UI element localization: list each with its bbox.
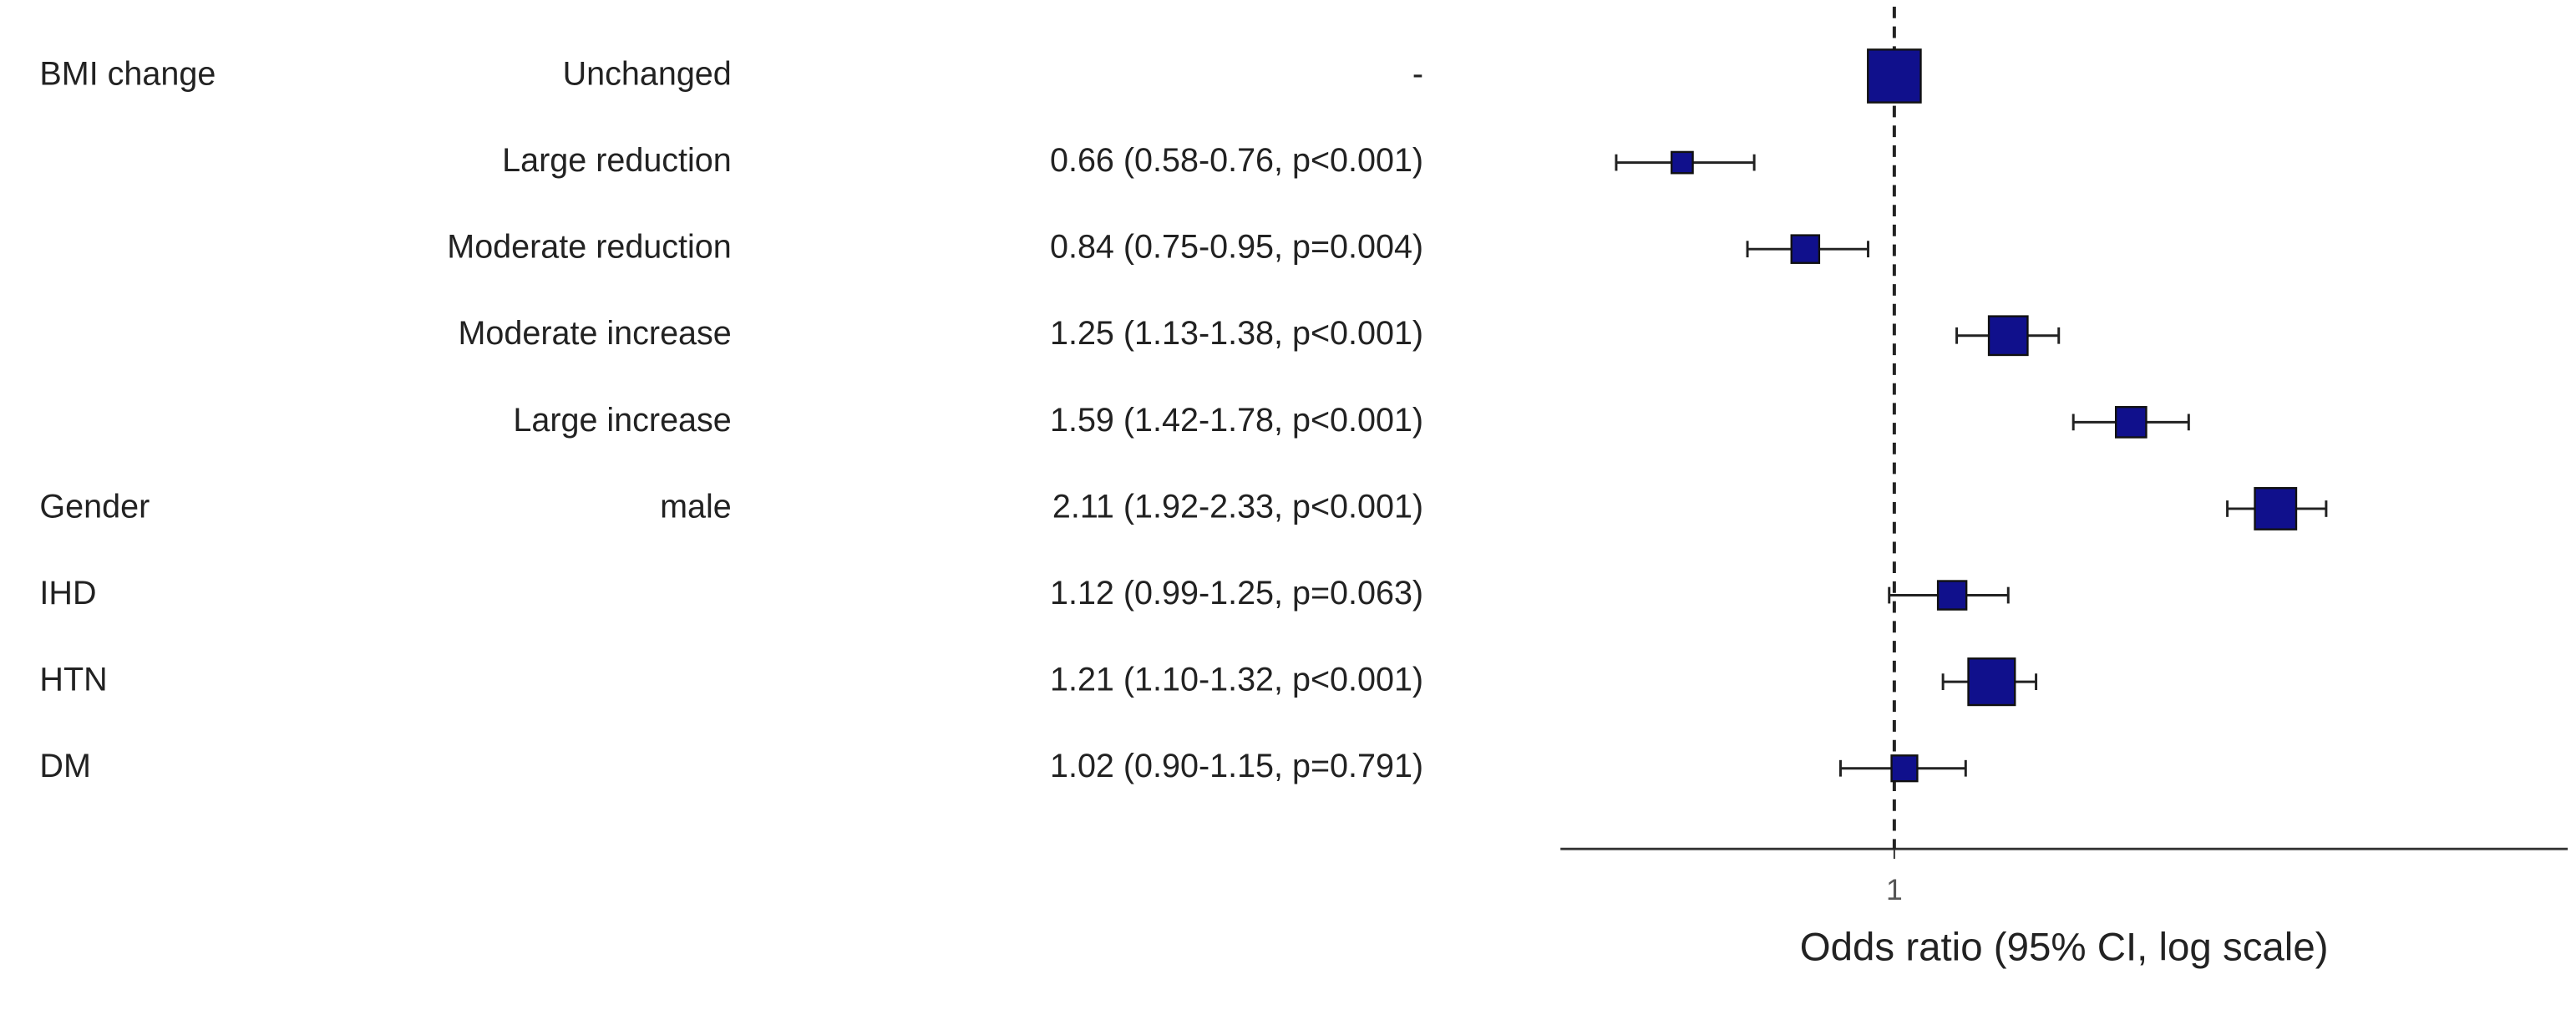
estimate-box <box>1790 234 1821 264</box>
estimate-label: 1.25 (1.13-1.38, p<0.001) <box>1050 315 1423 352</box>
estimate-label: 1.02 (0.90-1.15, p=0.791) <box>1050 748 1423 784</box>
estimate-label: 1.21 (1.10-1.32, p<0.001) <box>1050 662 1423 698</box>
level-label: Moderate increase <box>458 315 731 352</box>
estimate-label: 2.11 (1.92-2.33, p<0.001) <box>1052 488 1423 525</box>
estimate-box <box>1867 48 1922 104</box>
estimate-box <box>2114 406 2148 439</box>
x-tick-label: 1 <box>1886 873 1903 906</box>
level-label: male <box>660 488 732 525</box>
level-label: Large reduction <box>502 142 732 179</box>
level-label: Moderate reduction <box>447 229 731 266</box>
estimate-box <box>1890 754 1919 783</box>
variable-label: BMI change <box>39 55 216 92</box>
variable-label: IHD <box>39 575 96 612</box>
estimate-label: 1.59 (1.42-1.78, p<0.001) <box>1050 402 1423 439</box>
estimate-label: 1.12 (0.99-1.25, p=0.063) <box>1050 575 1423 612</box>
estimate-box <box>1671 150 1694 175</box>
variable-label: HTN <box>39 662 107 698</box>
variable-label: Gender <box>39 488 150 525</box>
estimate-box <box>2254 487 2298 530</box>
estimate-label: 0.66 (0.58-0.76, p<0.001) <box>1050 142 1423 179</box>
level-label: Large increase <box>513 402 731 439</box>
variable-label: DM <box>39 748 90 784</box>
estimate-box <box>1987 315 2029 357</box>
level-label: Unchanged <box>563 55 732 92</box>
estimate-box <box>1967 657 2016 707</box>
x-axis-label: Odds ratio (95% CI, log scale) <box>1800 925 2329 969</box>
estimate-box <box>1936 580 1968 611</box>
estimate-label: 0.84 (0.75-0.95, p=0.004) <box>1050 229 1423 266</box>
estimate-label: - <box>1412 55 1423 92</box>
